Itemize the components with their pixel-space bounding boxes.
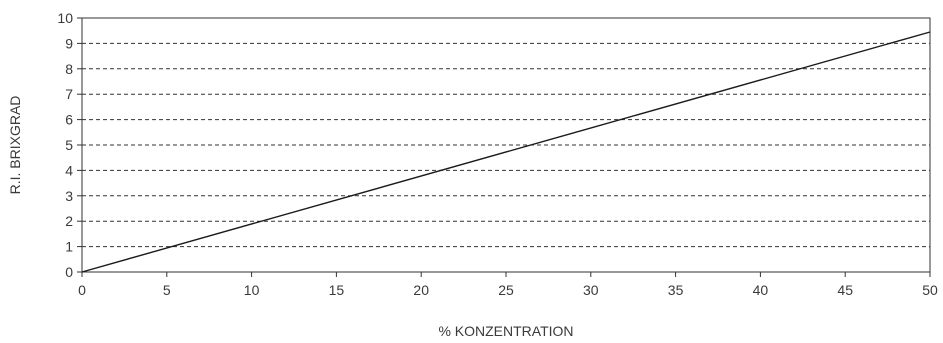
series-layer	[81, 31, 931, 273]
x-tick-label: 50	[922, 282, 938, 298]
x-tick-label: 45	[837, 282, 853, 298]
x-axis-title: % KONZENTRATION	[438, 323, 573, 339]
y-tick-label: 2	[65, 213, 73, 229]
x-tick-labels: 0 5 10 15 20 25 30 35 40 45 50	[78, 282, 938, 298]
y-tick-label: 5	[65, 137, 73, 153]
axis-ticks	[77, 17, 931, 277]
y-axis-title: R.I. BRIXGRAD	[7, 96, 23, 195]
y-tick-label: 3	[65, 188, 73, 204]
y-tick-label: 4	[65, 162, 73, 178]
series-line	[81, 31, 931, 273]
x-tick-label: 15	[329, 282, 345, 298]
y-tick-labels: 0 1 2 3 4 5 6 7 8 9 10	[57, 10, 73, 280]
grid-lines	[82, 42, 930, 248]
x-tick-label: 5	[163, 282, 171, 298]
y-tick-label: 7	[65, 86, 73, 102]
x-tick-label: 0	[78, 282, 86, 298]
x-tick-label: 40	[753, 282, 769, 298]
y-tick-label: 0	[65, 264, 73, 280]
plot-area-frame	[81, 17, 931, 273]
y-tick-label: 9	[65, 35, 73, 51]
x-tick-label: 35	[668, 282, 684, 298]
x-tick-label: 25	[498, 282, 514, 298]
y-tick-label: 10	[57, 10, 73, 26]
x-tick-label: 10	[244, 282, 260, 298]
y-tick-label: 6	[65, 112, 73, 128]
y-tick-label: 1	[65, 239, 73, 255]
x-tick-label: 20	[413, 282, 429, 298]
y-tick-label: 8	[65, 61, 73, 77]
x-tick-label: 30	[583, 282, 599, 298]
